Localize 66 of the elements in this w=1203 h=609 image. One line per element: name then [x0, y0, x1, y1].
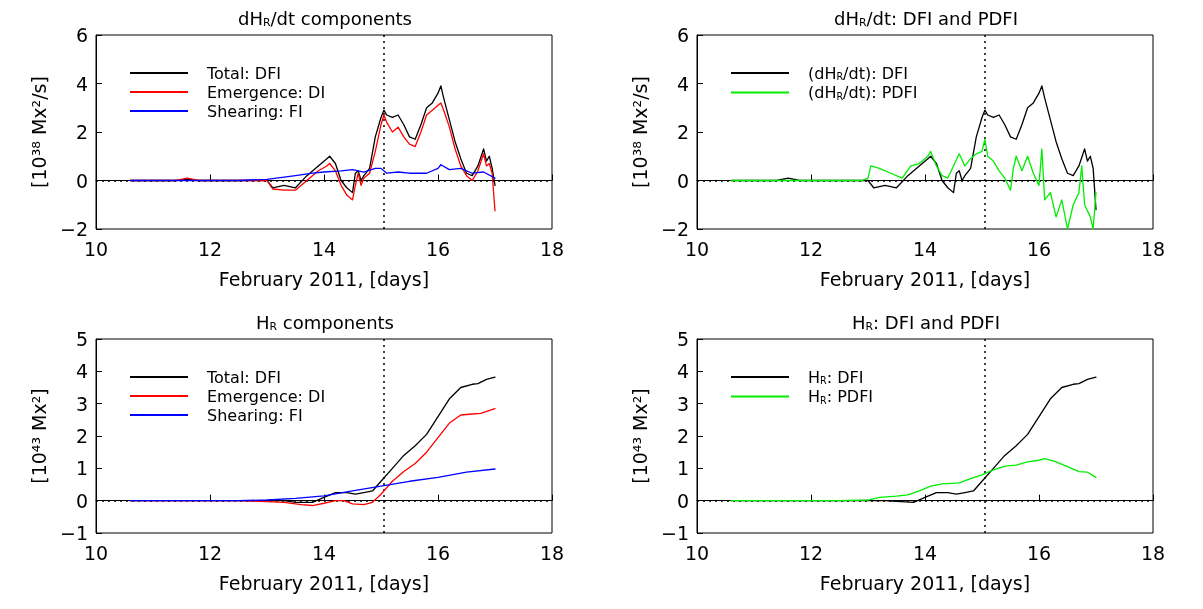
- legend-label: Emergence: DI: [207, 386, 326, 406]
- legend-label: HR: DFI: [808, 367, 864, 387]
- x-tick-label: 10: [83, 237, 109, 260]
- y-tick-label: 2: [676, 121, 689, 143]
- y-tick-label: 0: [75, 169, 88, 192]
- legend-label: Total: DFI: [206, 63, 282, 83]
- y-tick-label: 5: [676, 328, 689, 350]
- legend-label: Shearing: FI: [207, 101, 303, 121]
- legend-label: (dHR/dt): PDFI: [808, 83, 918, 103]
- legend-label: Emergence: DI: [207, 82, 326, 102]
- y-tick-label: −1: [59, 522, 88, 544]
- x-tick-label: 10: [684, 541, 710, 564]
- y-tick-label: 4: [676, 72, 689, 95]
- x-tick-label: 14: [311, 237, 337, 260]
- x-tick-label: 18: [539, 237, 565, 260]
- x-tick-label: 14: [912, 541, 938, 564]
- x-tick-label: 10: [684, 237, 710, 260]
- x-tick-label: 14: [311, 541, 337, 564]
- x-tick-label: 12: [798, 541, 824, 564]
- y-tick-label: −2: [660, 218, 689, 240]
- x-tick-label: 12: [197, 541, 223, 564]
- y-tick-label: 4: [75, 72, 88, 95]
- y-tick-label: 2: [676, 425, 689, 447]
- y-tick-label: 1: [676, 457, 689, 480]
- y-axis-title: [10³⁸ Mx²/s]: [27, 76, 50, 188]
- x-axis-title: February 2011, [days]: [218, 267, 430, 290]
- chart-title: HR: DFI and PDFI: [851, 312, 1001, 334]
- y-tick-label: 5: [75, 328, 88, 350]
- legend-label: (dHR/dt): DFI: [808, 63, 908, 83]
- legend-label: Total: DFI: [206, 367, 282, 387]
- y-tick-label: 3: [676, 392, 689, 415]
- x-tick-label: 10: [83, 541, 109, 564]
- y-axis-title: [10⁴³ Mx²]: [628, 388, 651, 484]
- y-tick-label: 4: [75, 360, 88, 383]
- y-tick-label: 4: [676, 360, 689, 383]
- x-tick-label: 16: [425, 541, 451, 564]
- legend-label: HR: PDFI: [808, 387, 874, 407]
- chart-title: dHR/dt: DFI and PDFI: [833, 8, 1018, 30]
- x-axis-title: February 2011, [days]: [819, 571, 1031, 594]
- x-axis-title: February 2011, [days]: [819, 267, 1031, 290]
- y-tick-label: 1: [75, 457, 88, 480]
- y-tick-label: 6: [75, 24, 88, 46]
- y-axis-title: [10⁴³ Mx²]: [27, 388, 50, 484]
- y-tick-label: 6: [676, 24, 689, 46]
- y-tick-label: 2: [75, 425, 88, 447]
- x-tick-label: 18: [1140, 541, 1166, 564]
- y-tick-label: −2: [59, 218, 88, 240]
- legend-label: Shearing: FI: [207, 405, 303, 425]
- y-tick-label: 0: [676, 489, 689, 512]
- y-tick-label: 3: [75, 392, 88, 415]
- x-tick-label: 16: [425, 237, 451, 260]
- x-tick-label: 18: [539, 541, 565, 564]
- x-tick-label: 16: [1026, 541, 1052, 564]
- chart-title: HR components: [256, 312, 394, 334]
- y-tick-label: −1: [660, 522, 689, 544]
- y-tick-label: 2: [75, 121, 88, 143]
- x-tick-label: 12: [197, 237, 223, 260]
- y-axis-title: [10³⁸ Mx²/s]: [628, 76, 651, 188]
- x-tick-label: 14: [912, 237, 938, 260]
- x-tick-label: 12: [798, 237, 824, 260]
- y-tick-label: 0: [75, 489, 88, 512]
- y-tick-label: 0: [676, 169, 689, 192]
- chart-title: dHR/dt components: [238, 8, 412, 30]
- x-tick-label: 18: [1140, 237, 1166, 260]
- x-tick-label: 16: [1026, 237, 1052, 260]
- x-axis-title: February 2011, [days]: [218, 571, 430, 594]
